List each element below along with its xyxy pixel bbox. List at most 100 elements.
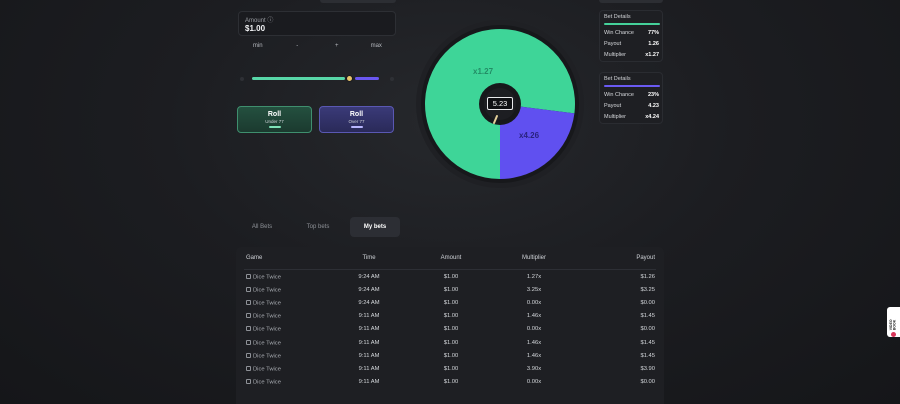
row-time: 9:11 AM [358,365,380,372]
column-header-time: Time [362,255,376,261]
roll-under-button[interactable]: Roll Under 77 [237,106,312,133]
slider-over-track [355,77,379,80]
detail-value: x1.27 [645,52,659,58]
row-payout: $1.45 [640,313,655,320]
row-payout: $0.00 [640,378,655,385]
row-multiplier: 0.00x [526,300,542,307]
row-payout: $0.00 [640,300,655,307]
row-game-name: Dice Twice [253,379,281,386]
bet-detail-row: Multiplier x4.24 [604,114,659,120]
bet-detail-row: Payout 4.23 [604,103,659,109]
row-amount: $1.00 [443,365,459,372]
amount-field[interactable]: Amount ⓘ $1.00 [238,11,396,36]
detail-key: Payout [604,41,622,47]
side-widget-label: VIDEO BOOK [889,319,897,331]
roll-under-title: Roll [267,111,282,118]
amount-adjust-row: min - + max [238,40,396,52]
detail-value: x4.24 [645,114,659,120]
roll-over-title: Roll [349,111,364,118]
wheel-result: 5.23 [487,97,513,110]
table-row[interactable]: Dice Twice 9:11 AM $1.00 0.00x $0.00 [236,326,664,338]
table-row[interactable]: Dice Twice 9:24 AM $1.00 0.00x $0.00 [236,300,664,312]
amount-value[interactable]: $1.00 [245,24,266,33]
column-header-game: Game [246,255,263,261]
tab-all-bets[interactable]: All Bets [251,224,273,230]
row-multiplier: 0.00x [526,378,542,385]
row-game: Dice Twice [246,300,281,307]
decrease-button[interactable]: - [296,43,299,49]
table-row[interactable]: Dice Twice 9:11 AM $1.00 1.46x $1.45 [236,352,664,365]
bet-detail-row: Multiplier x1.27 [604,52,659,58]
row-game-name: Dice Twice [253,313,281,320]
wheel-slice-over [500,104,575,179]
bet-details-title: Bet Details [604,76,631,82]
column-header-amount: Amount [440,255,462,261]
row-time: 9:11 AM [358,313,380,320]
column-header-payout: Payout [636,255,655,261]
row-payout: $3.90 [640,365,655,372]
table-row[interactable]: Dice Twice 9:11 AM $1.00 0.00x $0.00 [236,378,664,391]
row-game-name: Dice Twice [253,300,281,307]
side-widget[interactable]: VIDEO BOOK [887,307,900,337]
tab-my-bets[interactable]: My bets [350,217,400,237]
target-slider[interactable] [238,72,396,86]
row-payout: $1.45 [640,352,655,359]
row-game-name: Dice Twice [253,340,281,346]
row-game: Dice Twice [246,352,281,360]
detail-value: 1.26 [648,41,659,47]
wheel-needle [493,115,498,124]
dice-icon [246,287,251,293]
table-row[interactable]: Dice Twice 9:11 AM $1.00 1.46x $1.45 [236,339,664,352]
table-row[interactable]: Dice Twice 9:11 AM $1.00 1.46x $1.45 [236,313,664,325]
min-button[interactable]: min [252,43,263,49]
increase-button[interactable]: + [334,43,339,49]
row-time: 9:11 AM [358,326,380,333]
roll-under-subtitle: Under 77 [265,119,284,124]
row-amount: $1.00 [443,339,459,346]
row-time: 9:11 AM [358,339,380,346]
bet-details-accent [604,85,660,87]
row-game-name: Dice Twice [253,366,281,373]
top-panel-edge [599,0,663,3]
tab-top-bets[interactable]: Top bets [306,224,330,230]
dice-icon [246,339,251,345]
detail-key: Payout [604,103,622,109]
row-amount: $1.00 [443,326,459,333]
row-time: 9:24 AM [358,274,380,280]
table-row[interactable]: Dice Twice 9:24 AM $1.00 1.27x $1.26 [236,274,664,286]
row-game: Dice Twice [246,339,281,346]
row-payout: $1.45 [640,339,655,346]
detail-key: Multiplier [604,52,627,58]
detail-key: Win Chance [604,30,634,36]
top-panel-edge [320,0,396,3]
row-game: Dice Twice [246,274,281,281]
dice-icon [246,326,251,332]
max-button[interactable]: max [370,43,382,49]
row-time: 9:11 AM [358,378,380,385]
dice-icon [246,274,251,279]
row-amount: $1.00 [443,378,459,385]
row-multiplier: 1.46x [526,339,542,346]
table-row[interactable]: Dice Twice 9:24 AM $1.00 3.25x $3.25 [236,287,664,299]
bet-details-accent [604,23,660,25]
detail-value: 77% [647,30,659,36]
roll-over-button[interactable]: Roll Over 77 [319,106,394,133]
row-time: 9:11 AM [358,352,380,359]
bet-detail-row: Payout 1.26 [604,41,659,47]
dice-icon [246,352,251,358]
detail-key: Multiplier [604,114,627,120]
table-row[interactable]: Dice Twice 9:11 AM $1.00 3.90x $3.90 [236,365,664,378]
wheel-under-multiplier: x1.27 [473,67,494,76]
row-game-name: Dice Twice [253,353,281,360]
slider-thumb[interactable] [346,75,353,82]
slider-under-track [252,77,345,80]
bet-detail-row: Win Chance 77% [604,30,659,36]
row-amount: $1.00 [443,300,459,307]
wheel-over-multiplier: x4.26 [519,131,540,140]
detail-key: Win Chance [604,92,634,98]
row-multiplier: 1.46x [526,313,542,320]
row-time: 9:24 AM [358,287,380,294]
roll-under-indicator [268,126,281,128]
row-game: Dice Twice [246,365,281,373]
row-game: Dice Twice [246,287,281,294]
